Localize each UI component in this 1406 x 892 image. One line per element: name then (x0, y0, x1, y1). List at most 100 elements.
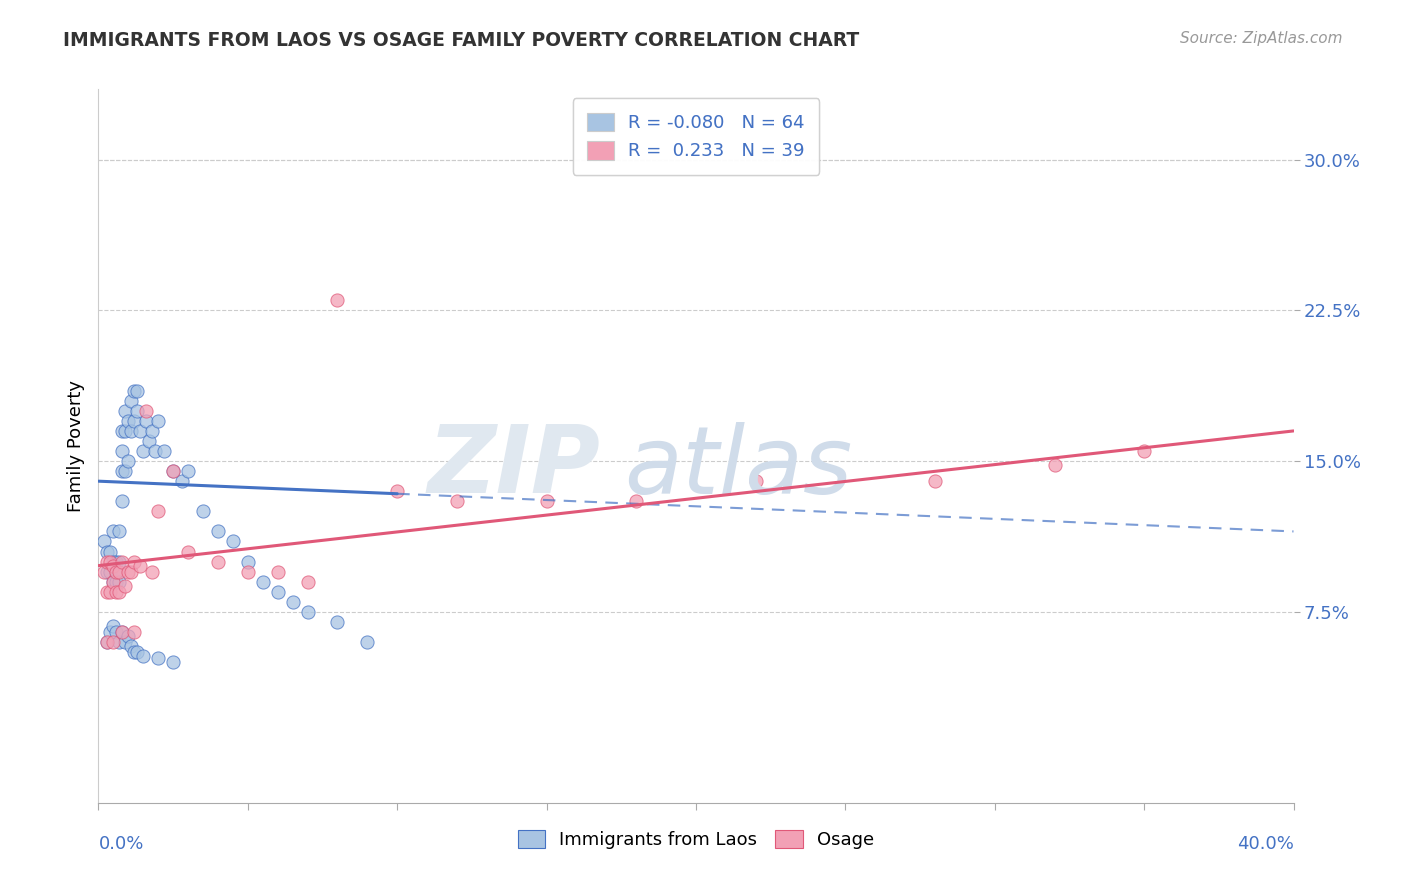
Point (96, 565, 118, 579)
Point (111, 464, 134, 478)
Point (162, 464, 184, 478)
Point (117, 629, 139, 643)
Y-axis label: Family Poverty: Family Poverty (66, 380, 84, 512)
Point (111, 624, 134, 639)
Point (114, 404, 136, 418)
Point (111, 444, 134, 458)
Point (127, 384, 149, 398)
Point (111, 624, 134, 639)
Text: 40.0%: 40.0% (1237, 835, 1294, 853)
Point (111, 424, 134, 438)
Point (105, 555, 128, 569)
Point (356, 635, 378, 649)
Point (105, 565, 128, 579)
Point (120, 424, 142, 438)
Point (98, 624, 122, 639)
Point (108, 555, 131, 569)
Point (385, 484, 409, 499)
Point (177, 544, 200, 558)
Point (124, 624, 146, 639)
Point (114, 635, 136, 649)
Point (207, 524, 229, 539)
Point (297, 574, 319, 589)
Point (108, 584, 131, 599)
Point (96, 635, 118, 649)
Point (124, 384, 146, 398)
Point (129, 424, 152, 438)
Point (1133, 444, 1156, 458)
Point (162, 655, 184, 669)
Point (117, 414, 139, 428)
Point (127, 645, 149, 659)
Point (267, 584, 290, 599)
Point (138, 434, 160, 448)
Point (281, 595, 304, 609)
Point (120, 393, 142, 408)
Point (162, 464, 184, 478)
Point (114, 424, 136, 438)
Point (127, 404, 149, 418)
Point (177, 464, 200, 478)
Point (236, 555, 259, 569)
Point (626, 494, 648, 508)
Point (96, 555, 118, 569)
Point (117, 454, 139, 468)
Point (132, 444, 155, 458)
Point (148, 504, 170, 518)
Point (141, 565, 163, 579)
Point (143, 444, 166, 458)
Point (536, 494, 558, 508)
Point (108, 565, 131, 579)
Point (103, 555, 125, 569)
Point (108, 574, 131, 589)
Point (98, 584, 122, 599)
Point (236, 565, 259, 579)
Point (1043, 458, 1066, 472)
Point (124, 414, 146, 428)
Text: Source: ZipAtlas.com: Source: ZipAtlas.com (1180, 31, 1343, 46)
Point (172, 474, 194, 488)
Point (114, 579, 136, 593)
Point (135, 404, 157, 418)
Point (105, 565, 128, 579)
Point (108, 524, 131, 539)
Point (114, 464, 136, 478)
Text: 0.0%: 0.0% (98, 835, 143, 853)
Point (124, 645, 146, 659)
Point (105, 624, 128, 639)
Point (148, 651, 170, 665)
Legend: R = -0.080   N = 64, R =  0.233   N = 39: R = -0.080 N = 64, R = 0.233 N = 39 (572, 98, 820, 175)
Point (103, 635, 125, 649)
Point (105, 574, 128, 589)
Point (267, 565, 290, 579)
Point (326, 293, 349, 308)
Text: IMMIGRANTS FROM LAOS VS OSAGE FAMILY POVERTY CORRELATION CHART: IMMIGRANTS FROM LAOS VS OSAGE FAMILY POV… (63, 31, 859, 50)
Text: ZIP: ZIP (427, 421, 600, 514)
Point (103, 574, 125, 589)
Point (111, 494, 134, 508)
Point (98, 544, 122, 558)
Point (96, 584, 118, 599)
Point (135, 414, 157, 428)
Point (924, 474, 946, 488)
Point (297, 605, 319, 619)
Point (153, 444, 176, 458)
Point (745, 474, 768, 488)
Point (141, 424, 163, 438)
Point (446, 494, 468, 508)
Point (96, 635, 118, 649)
Text: atlas: atlas (624, 422, 852, 513)
Point (124, 555, 146, 569)
Point (222, 534, 245, 549)
Point (96, 544, 118, 558)
Point (111, 555, 134, 569)
Point (252, 574, 274, 589)
Point (103, 524, 125, 539)
Point (148, 414, 170, 428)
Point (326, 615, 349, 629)
Point (103, 558, 125, 573)
Point (103, 619, 125, 633)
Point (108, 635, 131, 649)
Point (132, 648, 155, 663)
Point (93, 534, 115, 549)
